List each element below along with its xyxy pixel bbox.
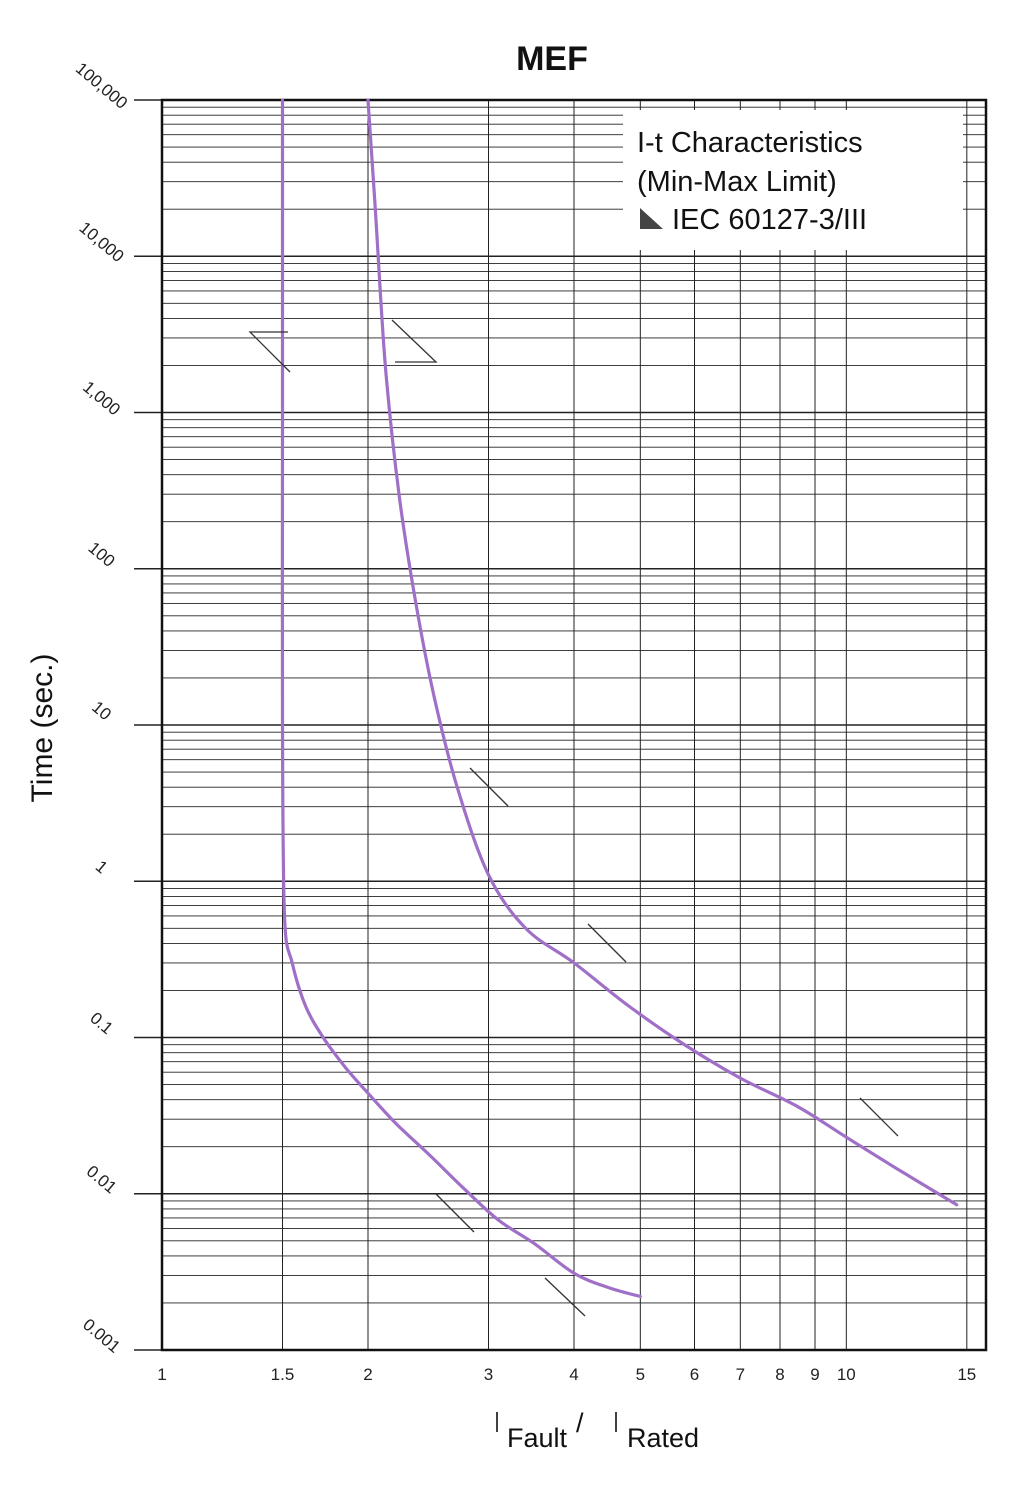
x-tick-label: 2 [363,1365,372,1384]
x-axis-label: Fault / Rated [496,1408,699,1453]
x-tick-label: 1 [157,1365,166,1384]
plot-frame [160,98,988,1352]
x-tick-label: 5 [636,1365,645,1384]
marker-mid-1 [469,767,509,807]
x-label-denominator: Rated [627,1423,699,1453]
x-tick-label: 9 [810,1365,819,1384]
legend-line-1: I-t Characteristics [637,127,863,159]
series-layer [280,98,959,1299]
grid [134,99,986,1351]
x-tick-label: 3 [484,1365,493,1384]
legend-line-2: (Min-Max Limit) [637,166,837,198]
x-tick-label: 4 [569,1365,578,1384]
curve-min-limit [280,98,642,1299]
x-tick-label: 15 [957,1365,976,1384]
x-tick-label: 6 [690,1365,699,1384]
x-tick-label: 1.5 [271,1365,295,1384]
curve-max-limit [366,98,959,1207]
x-label-numerator: Fault [507,1423,568,1453]
marker-mid-2 [587,923,627,963]
x-tick-labels: 1 1.5 2 3 4 5 6 7 8 9 10 15 [157,1365,976,1384]
legend-triangle-icon [640,208,663,229]
marker-upper-left [248,331,291,373]
legend-line-3: IEC 60127-3/III [672,204,867,236]
marker-low-1 [435,1193,475,1233]
x-tick-label: 7 [736,1365,745,1384]
legend: I-t Characteristics (Min-Max Limit) IEC … [623,110,963,250]
x-tick-label: 8 [775,1365,784,1384]
tolerance-markers [248,319,899,1317]
chart-title: MEF [516,40,588,78]
x-label-separator: / [576,1408,584,1438]
y-axis-label: Time (sec.) [26,654,59,803]
marker-upper-right [391,319,438,363]
x-tick-label: 10 [837,1365,856,1384]
legend-box [623,110,963,250]
marker-low-2 [544,1277,586,1317]
marker-right [859,1097,899,1137]
